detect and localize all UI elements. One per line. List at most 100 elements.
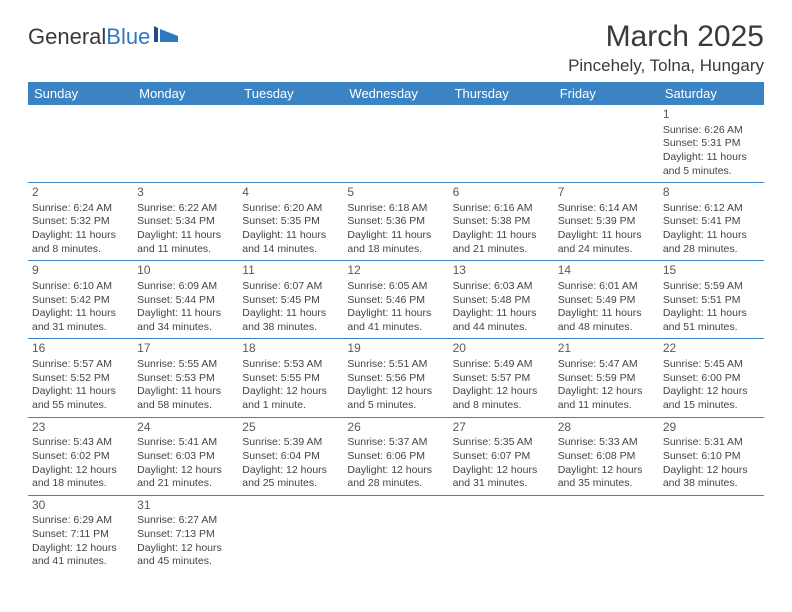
sunset-line: Sunset: 5:57 PM <box>453 372 550 386</box>
sunrise-line: Sunrise: 5:51 AM <box>347 358 444 372</box>
sunset-line: Sunset: 5:51 PM <box>663 294 760 308</box>
sunrise-line: Sunrise: 6:05 AM <box>347 280 444 294</box>
sunset-line: Sunset: 5:36 PM <box>347 215 444 229</box>
sunrise-line: Sunrise: 5:37 AM <box>347 436 444 450</box>
calendar-cell <box>343 495 448 573</box>
sunset-line: Sunset: 5:34 PM <box>137 215 234 229</box>
calendar-cell: 9Sunrise: 6:10 AMSunset: 5:42 PMDaylight… <box>28 261 133 339</box>
sunrise-line: Sunrise: 6:18 AM <box>347 202 444 216</box>
sunrise-line: Sunrise: 5:59 AM <box>663 280 760 294</box>
sunset-line: Sunset: 5:39 PM <box>558 215 655 229</box>
daylight-line: Daylight: 12 hours and 28 minutes. <box>347 464 444 491</box>
daylight-line: Daylight: 12 hours and 5 minutes. <box>347 385 444 412</box>
daylight-line: Daylight: 11 hours and 51 minutes. <box>663 307 760 334</box>
calendar-cell: 29Sunrise: 5:31 AMSunset: 6:10 PMDayligh… <box>659 417 764 495</box>
sunrise-line: Sunrise: 6:26 AM <box>663 124 760 138</box>
day-header: Thursday <box>449 82 554 105</box>
sunrise-line: Sunrise: 5:43 AM <box>32 436 129 450</box>
calendar-cell: 30Sunrise: 6:29 AMSunset: 7:11 PMDayligh… <box>28 495 133 573</box>
day-number: 24 <box>137 420 234 436</box>
day-number: 29 <box>663 420 760 436</box>
sunrise-line: Sunrise: 5:53 AM <box>242 358 339 372</box>
daylight-line: Daylight: 11 hours and 38 minutes. <box>242 307 339 334</box>
daylight-line: Daylight: 12 hours and 11 minutes. <box>558 385 655 412</box>
sunset-line: Sunset: 5:49 PM <box>558 294 655 308</box>
day-number: 5 <box>347 185 444 201</box>
calendar-row: 1Sunrise: 6:26 AMSunset: 5:31 PMDaylight… <box>28 105 764 183</box>
title-block: March 2025 Pincehely, Tolna, Hungary <box>568 20 764 76</box>
day-number: 12 <box>347 263 444 279</box>
calendar-row: 9Sunrise: 6:10 AMSunset: 5:42 PMDaylight… <box>28 261 764 339</box>
day-header: Friday <box>554 82 659 105</box>
sunrise-line: Sunrise: 6:24 AM <box>32 202 129 216</box>
day-number: 18 <box>242 341 339 357</box>
day-header: Sunday <box>28 82 133 105</box>
calendar-cell <box>238 105 343 183</box>
sunrise-line: Sunrise: 6:14 AM <box>558 202 655 216</box>
sunrise-line: Sunrise: 5:31 AM <box>663 436 760 450</box>
day-number: 10 <box>137 263 234 279</box>
day-number: 16 <box>32 341 129 357</box>
day-number: 8 <box>663 185 760 201</box>
day-number: 4 <box>242 185 339 201</box>
sunrise-line: Sunrise: 5:57 AM <box>32 358 129 372</box>
daylight-line: Daylight: 11 hours and 28 minutes. <box>663 229 760 256</box>
sunset-line: Sunset: 5:31 PM <box>663 137 760 151</box>
calendar-cell: 25Sunrise: 5:39 AMSunset: 6:04 PMDayligh… <box>238 417 343 495</box>
day-number: 7 <box>558 185 655 201</box>
calendar-row: 30Sunrise: 6:29 AMSunset: 7:11 PMDayligh… <box>28 495 764 573</box>
calendar-row: 16Sunrise: 5:57 AMSunset: 5:52 PMDayligh… <box>28 339 764 417</box>
day-number: 1 <box>663 107 760 123</box>
sunset-line: Sunset: 5:32 PM <box>32 215 129 229</box>
sunset-line: Sunset: 5:41 PM <box>663 215 760 229</box>
sunset-line: Sunset: 5:45 PM <box>242 294 339 308</box>
calendar-cell: 16Sunrise: 5:57 AMSunset: 5:52 PMDayligh… <box>28 339 133 417</box>
day-number: 13 <box>453 263 550 279</box>
sunset-line: Sunset: 5:59 PM <box>558 372 655 386</box>
calendar-cell: 1Sunrise: 6:26 AMSunset: 5:31 PMDaylight… <box>659 105 764 183</box>
sunrise-line: Sunrise: 5:45 AM <box>663 358 760 372</box>
daylight-line: Daylight: 11 hours and 48 minutes. <box>558 307 655 334</box>
calendar-cell: 7Sunrise: 6:14 AMSunset: 5:39 PMDaylight… <box>554 183 659 261</box>
sunrise-line: Sunrise: 6:09 AM <box>137 280 234 294</box>
sunrise-line: Sunrise: 5:47 AM <box>558 358 655 372</box>
daylight-line: Daylight: 12 hours and 21 minutes. <box>137 464 234 491</box>
sunset-line: Sunset: 5:38 PM <box>453 215 550 229</box>
calendar-cell <box>449 495 554 573</box>
sunset-line: Sunset: 6:02 PM <box>32 450 129 464</box>
daylight-line: Daylight: 12 hours and 31 minutes. <box>453 464 550 491</box>
day-header: Wednesday <box>343 82 448 105</box>
sunrise-line: Sunrise: 6:10 AM <box>32 280 129 294</box>
sunrise-line: Sunrise: 6:07 AM <box>242 280 339 294</box>
sunrise-line: Sunrise: 6:22 AM <box>137 202 234 216</box>
day-header: Saturday <box>659 82 764 105</box>
calendar-cell <box>554 105 659 183</box>
calendar-cell: 10Sunrise: 6:09 AMSunset: 5:44 PMDayligh… <box>133 261 238 339</box>
day-number: 30 <box>32 498 129 514</box>
sunset-line: Sunset: 5:56 PM <box>347 372 444 386</box>
day-number: 31 <box>137 498 234 514</box>
calendar-cell <box>659 495 764 573</box>
day-number: 26 <box>347 420 444 436</box>
header: GeneralBlue March 2025 Pincehely, Tolna,… <box>28 20 764 76</box>
calendar-cell: 8Sunrise: 6:12 AMSunset: 5:41 PMDaylight… <box>659 183 764 261</box>
sunrise-line: Sunrise: 5:41 AM <box>137 436 234 450</box>
sunset-line: Sunset: 5:44 PM <box>137 294 234 308</box>
day-number: 3 <box>137 185 234 201</box>
daylight-line: Daylight: 12 hours and 18 minutes. <box>32 464 129 491</box>
calendar-cell: 22Sunrise: 5:45 AMSunset: 6:00 PMDayligh… <box>659 339 764 417</box>
sunset-line: Sunset: 6:00 PM <box>663 372 760 386</box>
day-header: Monday <box>133 82 238 105</box>
sunrise-line: Sunrise: 5:39 AM <box>242 436 339 450</box>
daylight-line: Daylight: 12 hours and 1 minute. <box>242 385 339 412</box>
calendar-cell: 18Sunrise: 5:53 AMSunset: 5:55 PMDayligh… <box>238 339 343 417</box>
sunset-line: Sunset: 5:35 PM <box>242 215 339 229</box>
daylight-line: Daylight: 11 hours and 5 minutes. <box>663 151 760 178</box>
daylight-line: Daylight: 11 hours and 8 minutes. <box>32 229 129 256</box>
calendar-cell: 19Sunrise: 5:51 AMSunset: 5:56 PMDayligh… <box>343 339 448 417</box>
calendar-cell: 5Sunrise: 6:18 AMSunset: 5:36 PMDaylight… <box>343 183 448 261</box>
daylight-line: Daylight: 11 hours and 34 minutes. <box>137 307 234 334</box>
calendar-cell <box>28 105 133 183</box>
calendar-cell: 24Sunrise: 5:41 AMSunset: 6:03 PMDayligh… <box>133 417 238 495</box>
calendar-row: 23Sunrise: 5:43 AMSunset: 6:02 PMDayligh… <box>28 417 764 495</box>
